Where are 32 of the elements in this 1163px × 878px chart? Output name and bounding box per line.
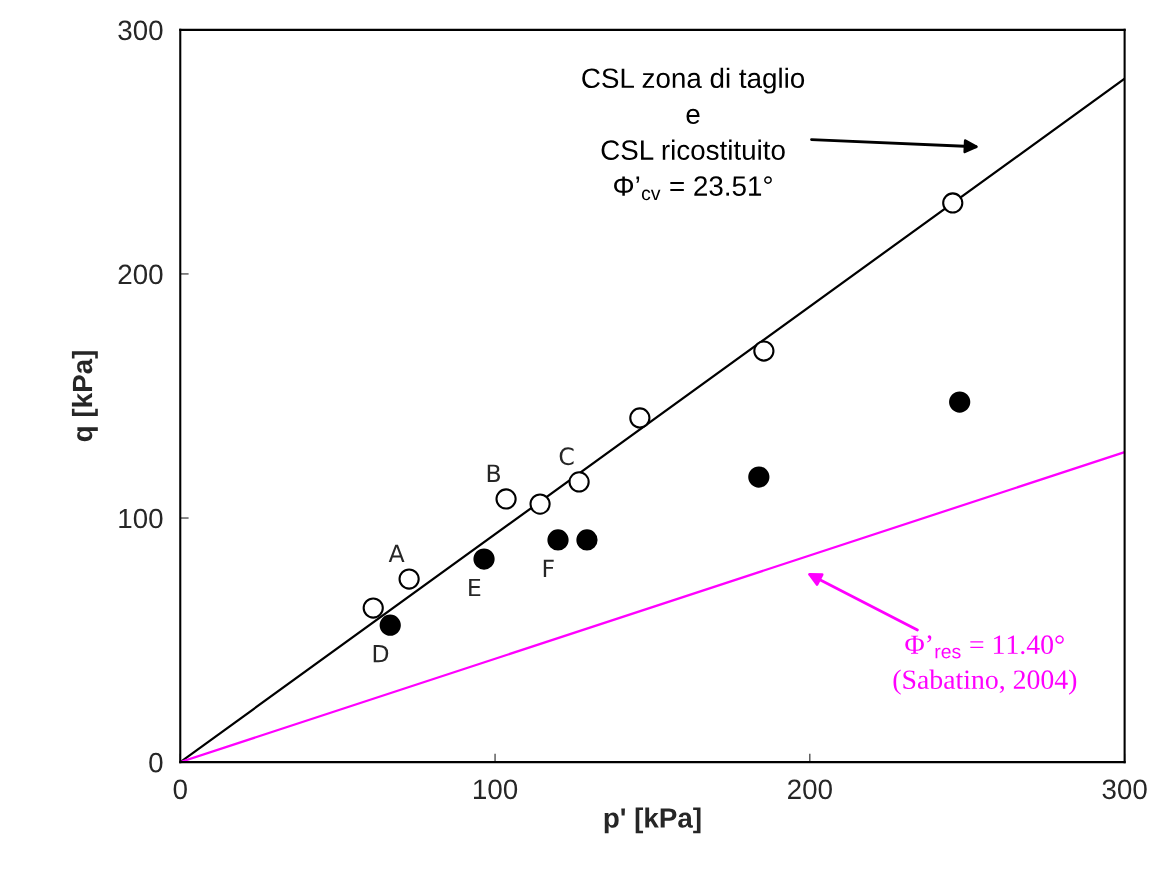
point <box>629 407 651 429</box>
point <box>473 548 495 570</box>
x-axis-title: p' [kPa] <box>604 807 701 834</box>
point <box>362 597 384 619</box>
y-tick-label: 0 <box>149 752 163 773</box>
y-tick-label: 300 <box>118 20 163 41</box>
point <box>495 488 517 510</box>
point <box>942 192 964 214</box>
annotation: A <box>388 544 405 562</box>
annotation: CSL zona di taglio e CSL ricostituito Φ’$_{cv}$ = 23.51° <box>582 67 805 201</box>
annotation: Φ’$_{res}$ = 11.40° (Sabatino, 2004) <box>893 635 1077 695</box>
x-tick-label: 0 <box>173 779 187 800</box>
annotation: B <box>487 464 500 482</box>
annotation: C <box>559 447 574 466</box>
y-tick-label: 200 <box>118 264 163 285</box>
point <box>568 471 590 493</box>
point <box>529 493 551 515</box>
y-axis-title: q [kPa] <box>71 351 98 442</box>
point <box>576 529 598 551</box>
x-tick-label: 100 <box>474 779 518 800</box>
annotation: F <box>543 559 554 578</box>
point <box>398 568 420 590</box>
annotation: D <box>373 645 389 663</box>
annotation: E <box>469 578 481 597</box>
point <box>547 529 569 551</box>
point <box>753 340 775 362</box>
point <box>748 466 770 488</box>
point <box>379 614 401 636</box>
point <box>949 391 971 413</box>
y-tick-label: 100 <box>119 508 163 529</box>
x-tick-label: 300 <box>1102 779 1147 800</box>
x-tick-label: 200 <box>788 779 832 800</box>
